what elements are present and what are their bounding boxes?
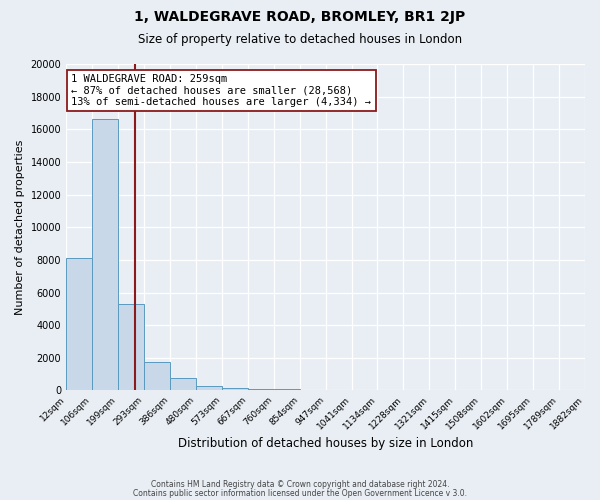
- Bar: [118, 304, 144, 390]
- Bar: [144, 362, 170, 390]
- Bar: [66, 258, 92, 390]
- Bar: [222, 388, 248, 390]
- Text: Contains public sector information licensed under the Open Government Licence v : Contains public sector information licen…: [133, 489, 467, 498]
- Bar: [92, 120, 118, 390]
- Text: Size of property relative to detached houses in London: Size of property relative to detached ho…: [138, 32, 462, 46]
- Y-axis label: Number of detached properties: Number of detached properties: [15, 140, 25, 315]
- Bar: [170, 378, 196, 390]
- Text: 1 WALDEGRAVE ROAD: 259sqm
← 87% of detached houses are smaller (28,568)
13% of s: 1 WALDEGRAVE ROAD: 259sqm ← 87% of detac…: [71, 74, 371, 107]
- Text: 1, WALDEGRAVE ROAD, BROMLEY, BR1 2JP: 1, WALDEGRAVE ROAD, BROMLEY, BR1 2JP: [134, 10, 466, 24]
- Bar: [274, 389, 299, 390]
- Text: Contains HM Land Registry data © Crown copyright and database right 2024.: Contains HM Land Registry data © Crown c…: [151, 480, 449, 489]
- Bar: [248, 389, 274, 390]
- Bar: [196, 386, 222, 390]
- X-axis label: Distribution of detached houses by size in London: Distribution of detached houses by size …: [178, 437, 473, 450]
